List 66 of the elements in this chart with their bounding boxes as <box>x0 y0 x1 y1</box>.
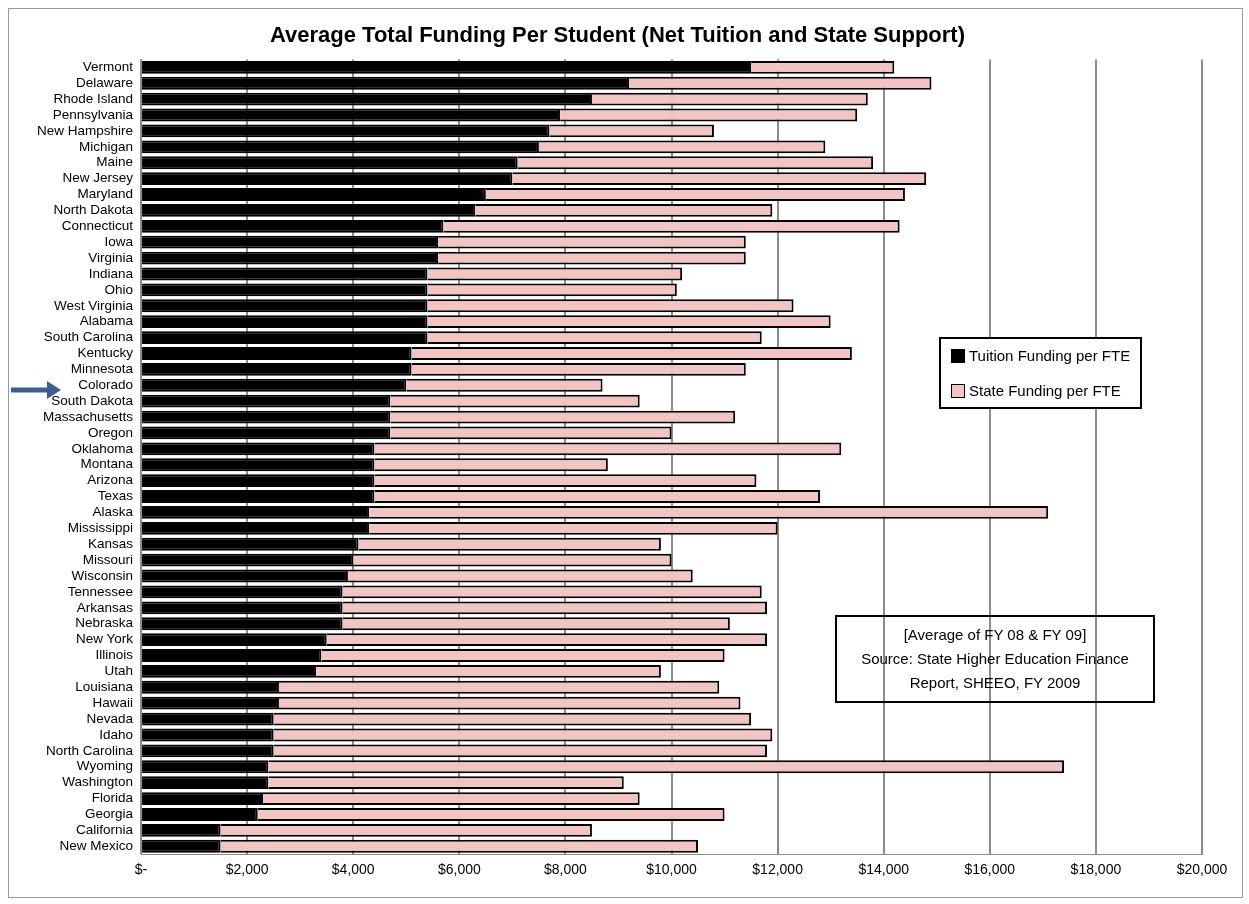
y-tick-label: Oklahoma <box>71 440 134 456</box>
y-tick-label: California <box>76 822 134 838</box>
y-tick-label: Florida <box>91 790 134 806</box>
y-tick-label: Virginia <box>88 249 134 265</box>
y-tick-label: South Dakota <box>51 392 134 408</box>
y-tick-label: Delaware <box>76 74 134 90</box>
y-tick-label: Maine <box>96 154 134 170</box>
y-tick-label: Tennessee <box>67 583 134 599</box>
y-tick-label: Washington <box>62 774 134 790</box>
y-tick-label: New Hampshire <box>37 122 134 138</box>
y-tick-label: Wyoming <box>76 758 134 774</box>
y-tick-label: New Mexico <box>59 837 134 853</box>
y-tick-label: Louisiana <box>75 679 134 695</box>
y-tick-label: North Dakota <box>53 202 134 218</box>
y-tick-label: Rhode Island <box>53 90 134 106</box>
y-tick-label: Connecticut <box>61 218 134 234</box>
chart-title: Average Total Funding Per Student (Net Tuition and State Support) <box>269 22 966 48</box>
y-tick-label: Alaska <box>92 504 134 520</box>
y-tick-label: South Carolina <box>43 329 134 345</box>
x-tick-label: $- <box>134 861 148 878</box>
y-tick-label: Kentucky <box>77 345 134 361</box>
x-tick-label: $10,000 <box>646 861 698 878</box>
y-tick-label: Utah <box>104 663 134 679</box>
y-tick-label: Vermont <box>82 59 134 75</box>
x-tick-label: $6,000 <box>437 861 481 878</box>
x-tick-label: $16,000 <box>964 861 1016 878</box>
x-tick-label: $4,000 <box>331 861 375 878</box>
y-tick-label: Nebraska <box>75 615 134 631</box>
y-tick-label: Michigan <box>79 138 134 154</box>
y-tick-label: New York <box>75 631 134 647</box>
annotation: Source: State Higher Education Finance Report, SHEEO, FY 2009 <box>860 649 1130 693</box>
y-tick-label: West Virginia <box>53 297 134 313</box>
y-tick-label: Missouri <box>82 551 134 567</box>
y-tick-label: Georgia <box>85 806 134 822</box>
x-tick-label: $14,000 <box>858 861 910 878</box>
y-tick-label: Maryland <box>77 186 134 202</box>
y-tick-label: Illinois <box>95 647 134 663</box>
y-tick-label: Wisconsin <box>71 567 134 583</box>
y-tick-label: North Carolina <box>45 742 134 758</box>
y-tick-label: Ohio <box>104 281 134 297</box>
y-tick-label: Kansas <box>88 535 134 551</box>
annotation: [Average of FY 08 & FY 09] <box>902 625 1088 645</box>
y-tick-label: Mississippi <box>67 520 134 536</box>
y-tick-label: Texas <box>97 488 134 504</box>
x-tick-label: $2,000 <box>225 861 269 878</box>
y-tick-label: Alabama <box>79 313 134 329</box>
x-tick-label: $20,000 <box>1176 861 1228 878</box>
x-tick-label: $8,000 <box>544 861 588 878</box>
y-tick-label: Massachusetts <box>42 408 134 424</box>
legend-label: Tuition Funding per FTE <box>969 347 1131 364</box>
y-tick-label: New Jersey <box>62 170 134 186</box>
y-tick-label: Montana <box>80 456 134 472</box>
y-tick-label: Arkansas <box>76 599 134 615</box>
y-tick-label: Colorado <box>78 376 134 392</box>
y-tick-label: Arizona <box>87 472 134 488</box>
y-tick-label: Idaho <box>99 726 134 742</box>
y-tick-label: Indiana <box>88 265 134 281</box>
x-tick-label: $18,000 <box>1070 861 1122 878</box>
y-tick-label: Pennsylvania <box>52 106 134 122</box>
y-tick-label: Oregon <box>88 424 134 440</box>
legend-label: State Funding per FTE <box>969 382 1121 399</box>
y-tick-label: Hawaii <box>92 694 134 710</box>
x-tick-label: $12,000 <box>752 861 804 878</box>
y-tick-label: Minnesota <box>70 361 134 377</box>
y-tick-label: Nevada <box>86 710 134 726</box>
y-tick-label: Iowa <box>104 233 134 249</box>
